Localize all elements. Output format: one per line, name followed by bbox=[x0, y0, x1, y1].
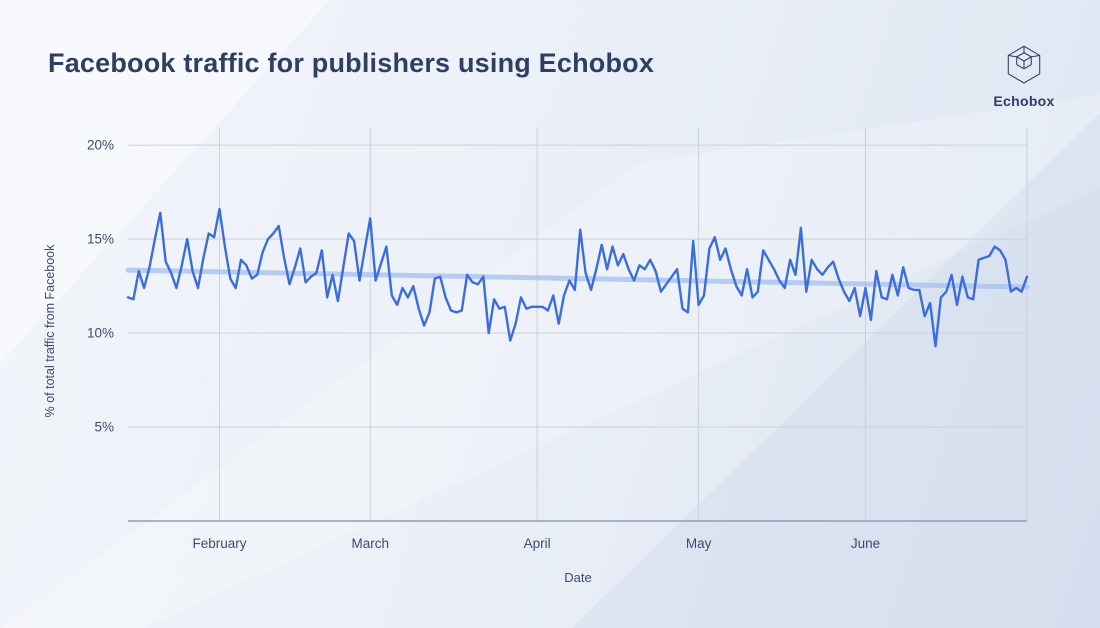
x-tick-label: May bbox=[685, 536, 712, 551]
trend-line bbox=[125, 267, 1030, 290]
series-line bbox=[126, 207, 1029, 348]
x-axis-title: Date bbox=[564, 570, 592, 585]
grid-lines bbox=[128, 128, 1028, 521]
x-tick-label: February bbox=[192, 536, 247, 551]
y-tick-label: 10% bbox=[86, 325, 114, 341]
x-tick-label: June bbox=[850, 536, 881, 551]
y-axis-title: % of total traffic from Facebook bbox=[43, 244, 57, 418]
x-tick-label: March bbox=[351, 536, 389, 551]
page-title: Facebook traffic for publishers using Ec… bbox=[48, 48, 655, 78]
echobox-logo-block: Echobox bbox=[993, 40, 1055, 109]
echobox-logo-label: Echobox bbox=[993, 93, 1055, 109]
x-tick-label: April bbox=[523, 536, 551, 551]
y-tick-label: 15% bbox=[86, 231, 114, 247]
y-tick-label: 5% bbox=[94, 419, 114, 435]
echobox-cube-icon bbox=[1007, 45, 1041, 84]
y-tick-label: 20% bbox=[86, 137, 114, 153]
